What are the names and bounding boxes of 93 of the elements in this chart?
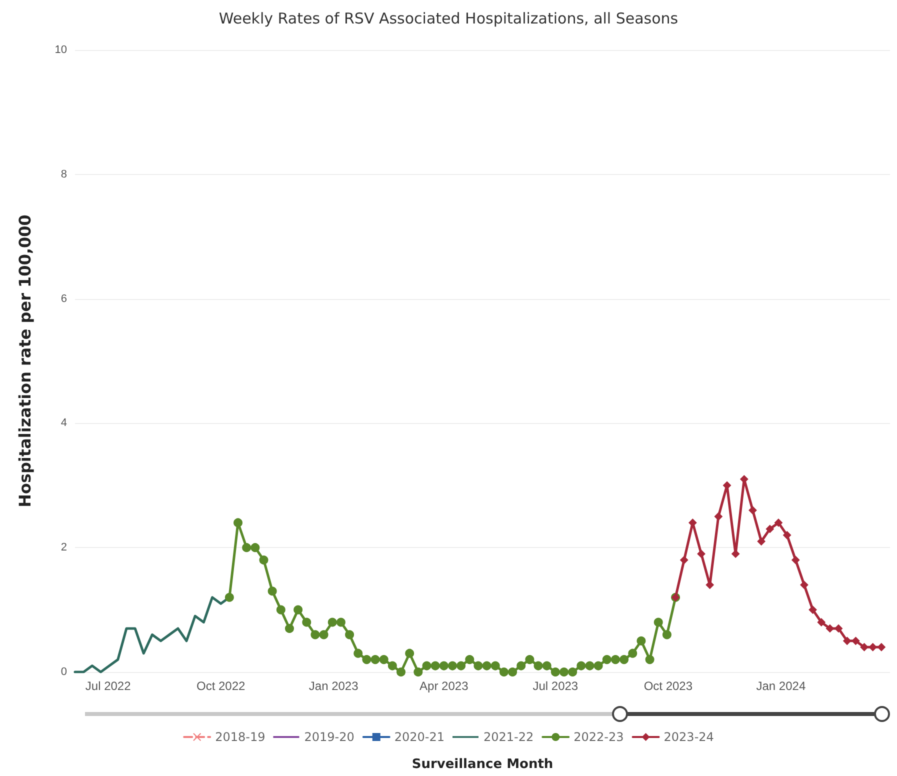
y-tick-label: 2 [60,542,67,554]
point [422,661,432,670]
point [370,655,380,664]
point [843,636,852,645]
point [456,661,466,670]
point [800,580,808,589]
point [284,624,294,633]
legend-label: 2023-24 [664,730,714,744]
legend-label: 2020-21 [394,730,444,744]
point [783,531,792,540]
point [268,586,277,596]
point [259,556,268,565]
point [310,630,320,640]
legend-label: 2019-20 [304,730,354,744]
point [645,655,654,664]
point [516,661,526,670]
point [362,655,372,664]
legend-label: 2018-19 [215,730,266,744]
point [250,543,260,552]
point [499,668,508,676]
point [345,630,354,640]
point [474,661,483,670]
point [860,643,868,652]
point [757,537,766,546]
y-tick-label: 10 [54,44,67,56]
point [748,506,757,514]
point [490,661,500,670]
point [224,592,234,602]
point [697,550,706,558]
point [405,648,414,658]
y-tick-label: 6 [60,292,67,305]
point [628,648,638,658]
point [852,636,860,645]
point [602,655,612,664]
point [568,668,578,676]
point [550,668,560,676]
point [328,618,337,627]
x-tick-label: Jan 2024 [756,679,806,693]
chart-title: Weekly Rates of RSV Associated Hospitalizations, all Seasons [218,10,678,28]
point [302,618,312,627]
point [792,556,800,564]
point [388,661,397,670]
x-tick-label: Oct 2023 [644,679,693,693]
point [276,605,286,614]
point [714,512,722,520]
point [610,655,620,664]
point [834,624,843,632]
point [354,648,363,658]
point [396,668,406,676]
point [508,668,518,676]
point [766,524,774,533]
x-tick-label: Jan 2023 [308,679,359,693]
point [808,606,817,614]
point [662,630,672,640]
legend-label: 2022-23 [574,730,624,744]
legend-label: 2021-22 [484,730,534,744]
y-tick-label: 8 [60,168,67,180]
point [877,643,886,652]
point [826,624,834,632]
point [242,543,252,552]
x-tick-label: Oct 2022 [196,679,246,693]
point [336,618,346,627]
point [525,655,534,664]
point [294,605,303,614]
point [654,618,663,627]
point [585,661,594,670]
x-tick-label: Jul 2022 [85,679,132,693]
y-axis-title: Hospitalization rate per 100,000 [16,214,34,508]
point [234,518,242,528]
point [319,630,328,640]
point [379,655,388,664]
point [594,661,603,670]
point [868,643,877,652]
y-tick-label: 4 [60,417,67,430]
point [465,655,474,664]
point [620,655,629,664]
x-tick-label: Apr 2023 [420,679,469,693]
point [542,661,552,670]
x-axis-title: Surveillance Month [412,757,554,772]
y-tick-label: 0 [60,666,67,678]
point [482,661,492,670]
point [448,661,457,670]
point [414,668,423,676]
point [636,636,646,646]
point [534,661,543,670]
x-tick-label: Jul 2023 [532,679,578,693]
point [439,661,448,670]
point [560,668,568,676]
point [774,518,782,527]
point [817,618,826,626]
point [680,556,688,564]
point [576,661,586,670]
point [430,661,440,670]
